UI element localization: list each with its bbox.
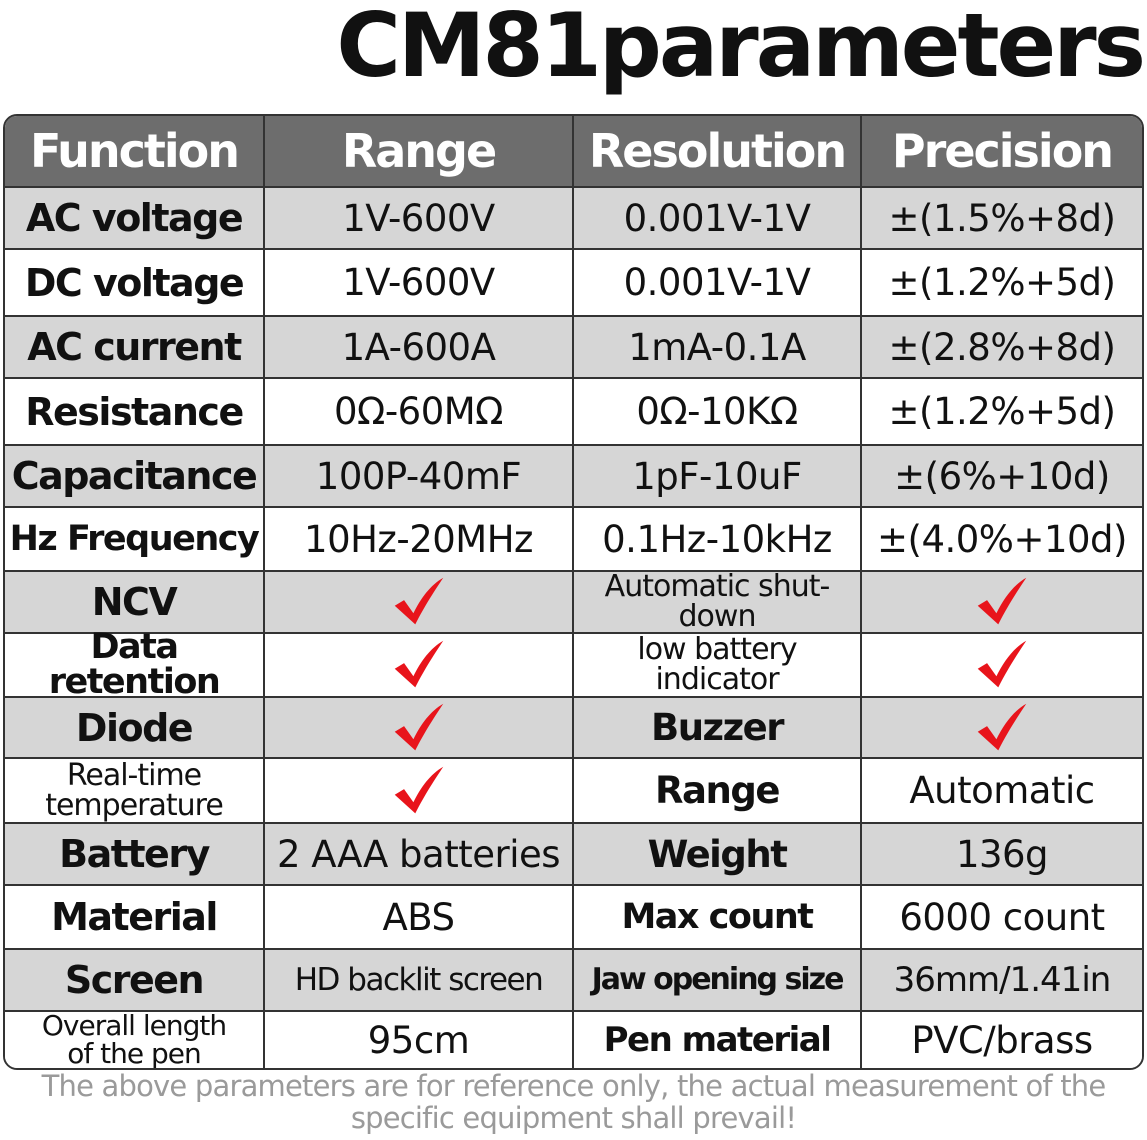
- check-icon: [263, 634, 572, 696]
- range-cell: 10Hz-20MHz: [263, 508, 572, 570]
- function-cell: DC voltage: [24, 260, 245, 305]
- feature-value: Automatic: [860, 759, 1142, 822]
- function-cell: Capacitance: [11, 454, 258, 498]
- resolution-cell: 1pF-10uF: [572, 446, 860, 506]
- spec-label: Overall length of the pen: [41, 1009, 227, 1070]
- resolution-cell: 1mA-0.1A: [572, 317, 860, 377]
- spec-value: HD backlit screen: [263, 950, 572, 1010]
- range-cell: 1V-600V: [263, 250, 572, 315]
- spec-value: 36mm/1.41in: [860, 950, 1142, 1010]
- check-icon: [263, 759, 572, 822]
- resolution-cell: 0.001V-1V: [572, 188, 860, 248]
- spec-label: Material: [51, 895, 218, 939]
- range-cell: 1A-600A: [263, 317, 572, 377]
- spec-label: Battery: [59, 832, 210, 876]
- spec-value: PVC/brass: [860, 1012, 1142, 1068]
- spec-value: 6000 count: [860, 886, 1142, 948]
- parameters-table: Function Range Resolution Precision AC v…: [3, 114, 1144, 1070]
- feature-row: NCV Automatic shut-down: [5, 570, 1142, 632]
- table-row: Resistance 0Ω-60MΩ 0Ω-10KΩ ±(1.2%+5d): [5, 377, 1142, 444]
- table-row: Capacitance 100P-40mF 1pF-10uF ±(6%+10d): [5, 444, 1142, 506]
- table-row: AC voltage 1V-600V 0.001V-1V ±(1.5%+8d): [5, 186, 1142, 248]
- spec-row: Battery 2 AAA batteries Weight 136g: [5, 822, 1142, 884]
- check-icon: [860, 698, 1142, 757]
- table-row: AC current 1A-600A 1mA-0.1A ±(2.8%+8d): [5, 315, 1142, 377]
- page-title: CM81parameters: [336, 0, 1146, 97]
- check-icon: [860, 634, 1142, 696]
- precision-cell: ±(1.5%+8d): [860, 188, 1142, 248]
- feature-label: Real-time temperature: [45, 757, 224, 823]
- spec-row: Material ABS Max count 6000 count: [5, 884, 1142, 948]
- header-function: Function: [29, 124, 240, 178]
- spec-label: Pen material: [572, 1012, 860, 1068]
- resolution-cell: 0Ω-10KΩ: [572, 379, 860, 444]
- feature-label: Automatic shut-down: [572, 572, 860, 632]
- feature-row: Data retention low battery indicator: [5, 627, 1142, 702]
- feature-label: Buzzer: [572, 698, 860, 757]
- function-cell: Hz Frequency: [9, 518, 260, 559]
- spec-row: Screen HD backlit screen Jaw opening siz…: [5, 948, 1142, 1010]
- spec-label: Jaw opening size: [572, 950, 860, 1010]
- spec-row: Overall length of the pen 95cm Pen mater…: [5, 1010, 1142, 1068]
- precision-cell: ±(6%+10d): [860, 446, 1142, 506]
- header-range: Range: [263, 116, 572, 186]
- check-icon: [860, 572, 1142, 632]
- table-header: Function Range Resolution Precision: [5, 116, 1142, 186]
- precision-cell: ±(1.2%+5d): [860, 250, 1142, 315]
- check-icon: [263, 698, 572, 757]
- spec-value: ABS: [263, 886, 572, 948]
- resolution-cell: 0.1Hz-10kHz: [572, 508, 860, 570]
- header-resolution: Resolution: [572, 116, 860, 186]
- feature-label: NCV: [91, 580, 178, 624]
- feature-row: Diode Buzzer: [5, 696, 1142, 757]
- header-precision: Precision: [860, 116, 1142, 186]
- spec-label: Max count: [572, 886, 860, 948]
- feature-label: Data retention: [48, 627, 221, 702]
- function-cell: Resistance: [25, 389, 244, 434]
- range-cell: 0Ω-60MΩ: [263, 379, 572, 444]
- spec-label: Screen: [64, 958, 205, 1002]
- feature-label: low battery indicator: [572, 634, 860, 696]
- table-row: Hz Frequency 10Hz-20MHz 0.1Hz-10kHz ±(4.…: [5, 506, 1142, 570]
- precision-cell: ±(2.8%+8d): [860, 317, 1142, 377]
- feature-label: Diode: [75, 705, 194, 750]
- disclaimer-note: The above parameters are for reference o…: [41, 1069, 1107, 1135]
- check-icon: [263, 572, 572, 632]
- function-cell: AC current: [27, 325, 242, 369]
- range-cell: 100P-40mF: [263, 446, 572, 506]
- spec-label: Weight: [572, 824, 860, 884]
- feature-label: Range: [572, 759, 860, 822]
- function-cell: AC voltage: [25, 196, 244, 240]
- spec-value: 2 AAA batteries: [263, 824, 572, 884]
- precision-cell: ±(4.0%+10d): [860, 508, 1142, 570]
- feature-row: Real-time temperature Range Automatic: [5, 757, 1142, 822]
- spec-value: 136g: [860, 824, 1142, 884]
- precision-cell: ±(1.2%+5d): [860, 379, 1142, 444]
- table-row: DC voltage 1V-600V 0.001V-1V ±(1.2%+5d): [5, 248, 1142, 315]
- range-cell: 1V-600V: [263, 188, 572, 248]
- spec-value: 95cm: [263, 1012, 572, 1068]
- resolution-cell: 0.001V-1V: [572, 250, 860, 315]
